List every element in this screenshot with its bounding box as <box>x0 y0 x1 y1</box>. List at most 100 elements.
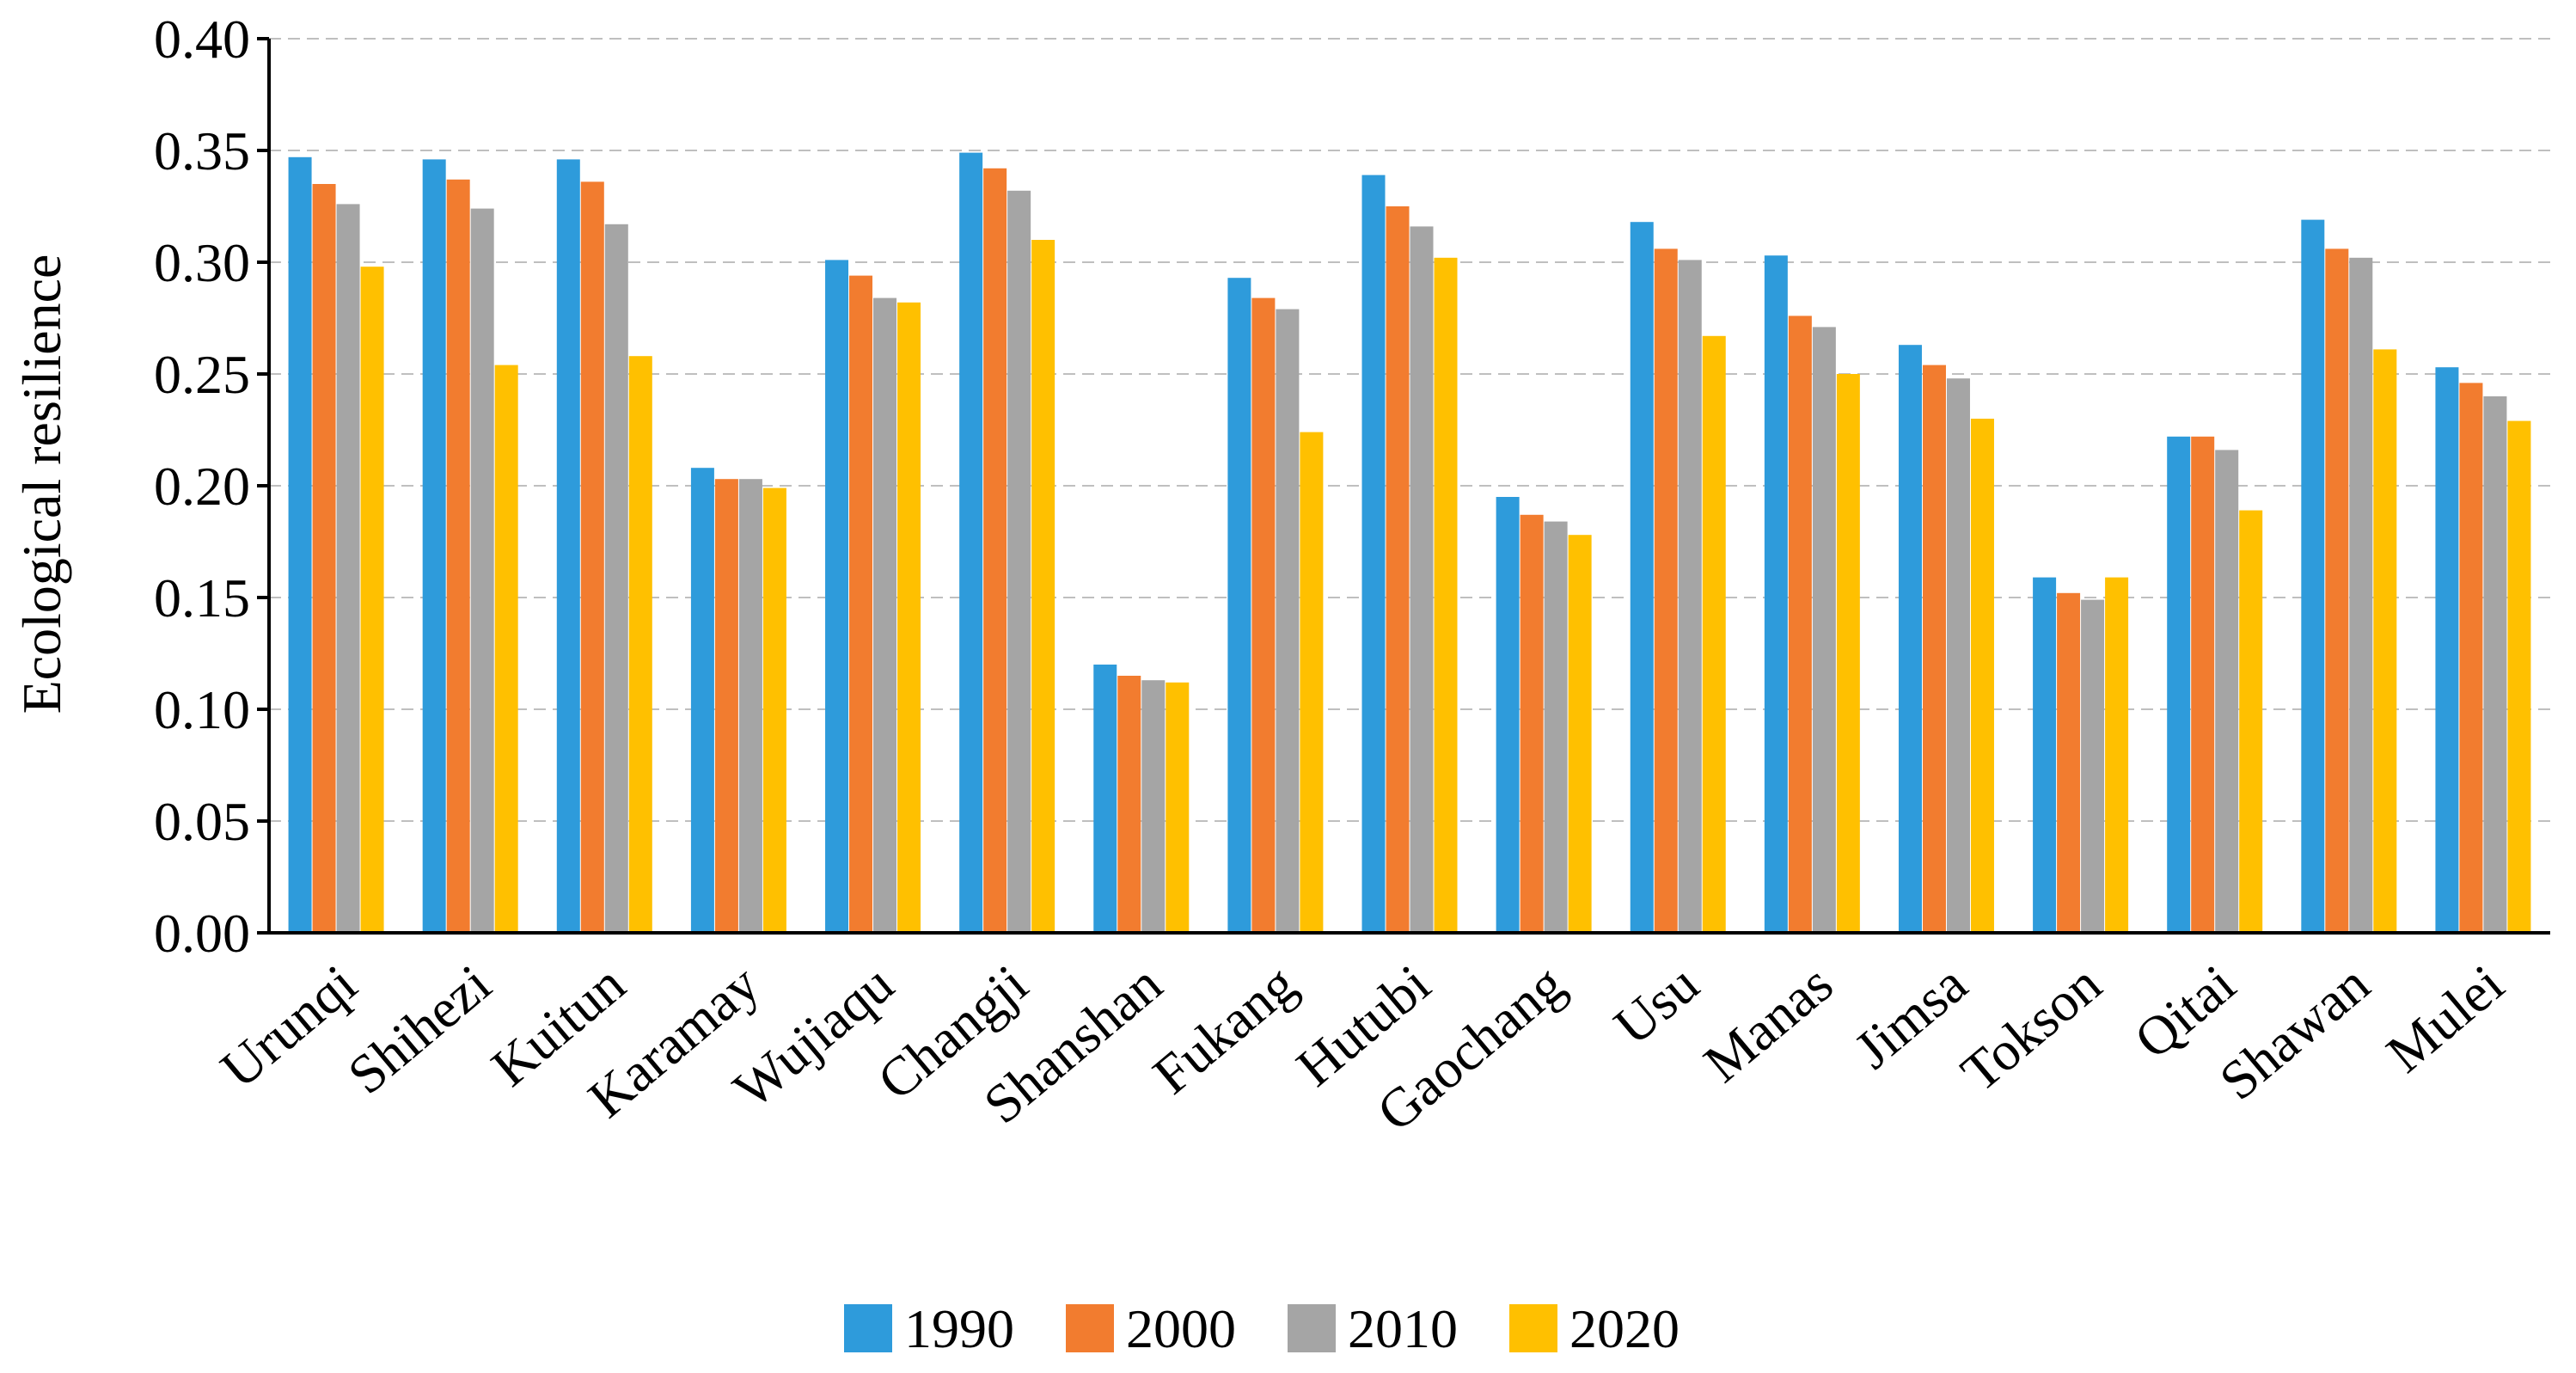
bar-1990-mulei <box>2435 367 2459 933</box>
y-tick-label: 0.30 <box>154 232 250 293</box>
bar-2000-hutubi <box>1386 206 1410 933</box>
bar-2020-wujiaqu <box>897 302 921 933</box>
bar-2010-jimsa <box>1946 378 1970 933</box>
bar-2020-kuitun <box>628 356 652 933</box>
bar-2000-qitai <box>2191 436 2215 933</box>
bar-2010-usu <box>1678 260 1702 933</box>
bar-2020-shanshan <box>1166 682 1190 933</box>
y-tick-label: 0.35 <box>154 120 250 181</box>
bar-1990-shihezi <box>422 159 446 933</box>
legend-swatch-1990 <box>844 1304 892 1352</box>
bar-2000-mulei <box>2459 383 2483 933</box>
y-tick-labels: 0.00 0.05 0.10 0.15 0.20 0.25 0.30 0.35 0.40 <box>154 9 250 964</box>
x-category-labels: UrunqiShiheziKuitunKaramayWujiaquChangji… <box>210 953 2515 1143</box>
bar-2000-urunqi <box>312 184 336 933</box>
bar-1990-karamay <box>690 468 714 933</box>
bar-2020-changji <box>1031 240 1055 933</box>
bar-2020-gaochang <box>1568 535 1592 933</box>
bar-2020-usu <box>1702 335 1726 933</box>
bar-2010-qitai <box>2215 450 2239 933</box>
bar-2010-shihezi <box>470 208 494 934</box>
x-category-label: Mulei <box>2375 953 2515 1084</box>
bar-1990-qitai <box>2167 436 2191 933</box>
bar-2010-kuitun <box>604 224 628 933</box>
bar-2010-shanshan <box>1141 680 1166 933</box>
bar-2000-usu <box>1654 248 1678 933</box>
bar-2000-gaochang <box>1520 514 1544 933</box>
y-tick-label: 0.05 <box>154 791 250 852</box>
legend-label-2010: 2010 <box>1348 1298 1458 1359</box>
x-category-label: Manas <box>1692 953 1844 1094</box>
bar-2000-kuitun <box>580 181 604 933</box>
bar-2020-fukang <box>1300 432 1324 934</box>
bar-2000-shawan <box>2325 248 2349 933</box>
bar-2010-hutubi <box>1410 226 1434 933</box>
bar-1990-shawan <box>2301 219 2325 934</box>
bar-2010-shawan <box>2349 257 2373 933</box>
x-category-label: Shihezi <box>336 953 502 1106</box>
legend-label-1990: 1990 <box>904 1298 1014 1359</box>
bar-2000-shihezi <box>446 179 470 934</box>
x-category-label: Tokson <box>1949 953 2112 1103</box>
bar-2000-tokson <box>2057 592 2081 933</box>
x-category-label: Urunqi <box>210 953 369 1100</box>
bar-2020-karamay <box>762 487 786 933</box>
y-tick-label: 0.20 <box>154 456 250 517</box>
bar-2010-fukang <box>1276 309 1300 934</box>
bar-2000-karamay <box>714 479 738 933</box>
bar-2010-gaochang <box>1544 521 1568 933</box>
bar-2020-tokson <box>2105 577 2129 933</box>
axes <box>257 37 2550 935</box>
bar-2010-urunqi <box>336 204 360 933</box>
bars <box>288 152 2531 934</box>
y-tick-label: 0.10 <box>154 679 250 740</box>
y-tick-label: 0.25 <box>154 344 250 405</box>
bar-1990-kuitun <box>556 159 580 933</box>
bar-2020-shawan <box>2373 349 2397 933</box>
legend-swatch-2010 <box>1288 1304 1336 1352</box>
x-category-label: Fukang <box>1141 953 1307 1106</box>
bar-2010-manas <box>1812 327 1836 933</box>
bar-2010-changji <box>1007 190 1031 934</box>
bar-1990-jimsa <box>1898 345 1922 933</box>
x-category-label: Shawan <box>2208 953 2381 1112</box>
bar-2020-urunqi <box>360 267 384 933</box>
legend-label-2020: 2020 <box>1569 1298 1680 1359</box>
y-tick-label: 0.00 <box>154 903 250 964</box>
y-axis-title: Ecological resilience <box>11 254 72 714</box>
bar-1990-urunqi <box>288 156 312 934</box>
bar-2000-changji <box>983 168 1007 934</box>
bar-1990-usu <box>1630 222 1654 933</box>
legend: 1990 2000 2010 2020 <box>844 1298 1680 1359</box>
legend-swatch-2000 <box>1066 1304 1114 1352</box>
bar-2000-wujiaqu <box>849 275 873 934</box>
bar-1990-shanshan <box>1093 665 1117 933</box>
bar-2000-jimsa <box>1922 365 1946 934</box>
bar-2020-mulei <box>2507 420 2531 934</box>
bar-1990-gaochang <box>1496 497 1520 933</box>
bar-1990-hutubi <box>1361 175 1386 934</box>
y-tick-label: 0.40 <box>154 9 250 70</box>
bar-2020-jimsa <box>1970 419 1994 933</box>
bar-2010-karamay <box>738 479 762 933</box>
x-category-label: Usu <box>1603 953 1710 1057</box>
bar-2010-wujiaqu <box>873 297 897 934</box>
bar-2020-qitai <box>2239 510 2263 933</box>
legend-label-2000: 2000 <box>1126 1298 1236 1359</box>
bar-2020-hutubi <box>1434 257 1458 933</box>
bar-2000-manas <box>1788 316 1812 933</box>
bar-2020-manas <box>1836 374 1860 933</box>
bar-2010-mulei <box>2483 396 2507 933</box>
y-tick-label: 0.15 <box>154 567 250 628</box>
bar-2010-tokson <box>2081 599 2105 933</box>
bar-2000-shanshan <box>1117 676 1141 933</box>
bar-2000-fukang <box>1251 297 1276 934</box>
bar-1990-changji <box>959 152 983 934</box>
bar-1990-wujiaqu <box>825 260 849 933</box>
bar-1990-tokson <box>2033 577 2057 933</box>
bar-2020-shihezi <box>494 365 518 934</box>
bar-1990-fukang <box>1227 278 1251 933</box>
legend-swatch-2020 <box>1509 1304 1557 1352</box>
bar-1990-manas <box>1764 255 1788 933</box>
